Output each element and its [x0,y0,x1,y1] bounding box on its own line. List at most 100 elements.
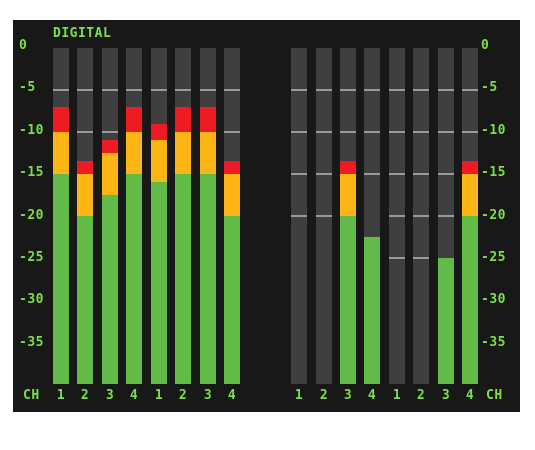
scale-label: -20 [481,208,506,223]
scale-label: -15 [481,165,506,180]
channel-label: 2 [178,388,188,403]
scale-label: -35 [481,335,506,350]
meter-green-segment [77,216,93,384]
meter-yellow-segment [224,174,240,216]
meter-tick [413,215,429,217]
scale-label: 0 [481,38,490,53]
channel-caption-right: CH [486,388,503,403]
level-meter [364,48,380,384]
meter-tick [200,89,216,91]
meter-yellow-segment [175,132,191,174]
meter-tick [316,173,332,175]
meter-tick [389,173,405,175]
meter-green-segment [364,237,380,384]
scale-label: -30 [481,292,506,307]
meter-yellow-segment [462,174,478,216]
meter-red-segment [151,123,167,141]
meter-yellow-segment [53,132,69,174]
scale-label: -30 [19,292,44,307]
level-meter [102,48,118,384]
channel-label: 1 [294,388,304,403]
meter-tick [413,89,429,91]
channel-label: 4 [465,388,475,403]
meter-green-segment [53,174,69,384]
meter-green-segment [340,216,356,384]
meter-tick [389,215,405,217]
meter-red-segment [224,161,240,174]
meter-tick [316,89,332,91]
scale-label: -5 [481,80,498,95]
meter-green-segment [200,174,216,384]
meter-yellow-segment [340,174,356,216]
meter-tick [413,173,429,175]
meter-green-segment [438,258,454,384]
meter-yellow-segment [102,153,118,195]
meter-yellow-segment [77,174,93,216]
meter-green-segment [462,216,478,384]
meter-tick [316,131,332,133]
channel-label: 4 [227,388,237,403]
channel-label: 3 [203,388,213,403]
level-meter [175,48,191,384]
meter-yellow-segment [126,132,142,174]
panel-title: DIGITAL [53,26,112,41]
meter-tick [364,131,380,133]
level-meter [340,48,356,384]
scale-label: -10 [481,123,506,138]
scale-label: -35 [19,335,44,350]
meter-tick [175,89,191,91]
meter-tick [413,131,429,133]
channel-label: 2 [416,388,426,403]
meter-tick [77,89,93,91]
meter-tick [102,131,118,133]
meter-tick [316,215,332,217]
meter-red-segment [462,161,478,174]
channel-label: 3 [441,388,451,403]
scale-label: -10 [19,123,44,138]
scale-label: -25 [19,250,44,265]
meter-tick [462,89,478,91]
level-meter [200,48,216,384]
scale-label: -25 [481,250,506,265]
scale-label: -5 [19,80,36,95]
meter-red-segment [340,161,356,174]
scale-label: 0 [19,38,28,53]
level-meter [224,48,240,384]
meter-tick [291,173,307,175]
meter-red-segment [175,106,191,132]
level-meter [291,48,307,384]
level-meter [77,48,93,384]
meter-red-segment [126,106,142,132]
meter-green-segment [175,174,191,384]
meter-tick [438,173,454,175]
scale-label: -15 [19,165,44,180]
channel-label: 3 [105,388,115,403]
meter-tick [340,131,356,133]
meter-green-segment [102,195,118,384]
channel-label: 2 [80,388,90,403]
meter-tick [389,257,405,259]
meter-tick [413,257,429,259]
meter-tick [126,89,142,91]
meter-green-segment [151,182,167,384]
meter-tick [438,215,454,217]
level-meter [462,48,478,384]
channel-label: 1 [154,388,164,403]
meter-tick [462,131,478,133]
meter-tick [53,89,69,91]
meter-tick [291,215,307,217]
level-meter [389,48,405,384]
level-meter [413,48,429,384]
channel-label: 4 [129,388,139,403]
meter-tick [224,89,240,91]
meter-tick [224,131,240,133]
meter-tick [77,131,93,133]
meter-tick [291,131,307,133]
meter-tick [438,89,454,91]
meter-tick [389,131,405,133]
meter-red-segment [53,106,69,132]
meter-red-segment [200,106,216,132]
level-meter [316,48,332,384]
scale-label: -20 [19,208,44,223]
meter-tick [438,131,454,133]
